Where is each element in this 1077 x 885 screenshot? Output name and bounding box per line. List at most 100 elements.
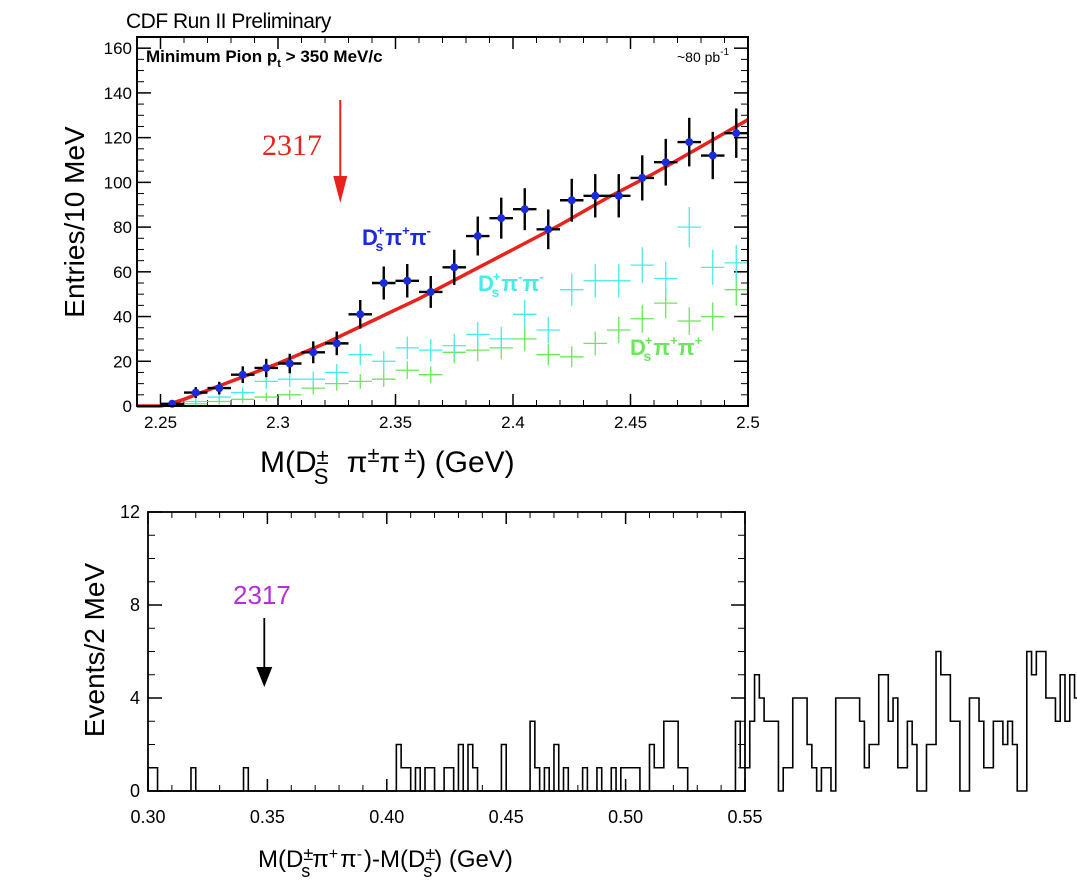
top-y-tick-label: 80 bbox=[113, 218, 132, 237]
cyan-data-point bbox=[630, 247, 654, 283]
data-point bbox=[583, 174, 607, 218]
data-point bbox=[677, 117, 701, 167]
cyan-data-point bbox=[607, 264, 631, 298]
top-y-tick-label: 160 bbox=[104, 39, 132, 58]
data-point bbox=[231, 366, 255, 384]
bottom-x-tick-label: 0.30 bbox=[130, 807, 165, 827]
cyan-data-point bbox=[442, 333, 466, 358]
cyan-data-point bbox=[231, 387, 255, 399]
cyan-data-point bbox=[677, 207, 701, 248]
data-point bbox=[701, 131, 725, 180]
data-point bbox=[489, 197, 513, 239]
top-y-tick-label: 40 bbox=[113, 308, 132, 327]
data-point bbox=[724, 108, 748, 158]
cyan-data-point bbox=[184, 398, 208, 405]
data-point bbox=[348, 299, 372, 329]
cyan-data-point bbox=[419, 338, 443, 362]
bottom-x-axis-label: M(D± sπ+π-)-M(D± s) (GeV) bbox=[258, 844, 513, 881]
green-data-point bbox=[536, 343, 560, 366]
top-x-tick-label: 2.45 bbox=[614, 413, 647, 432]
data-point bbox=[466, 216, 490, 256]
cyan-data-point bbox=[325, 363, 349, 382]
top-chart: CDF Run II Preliminary 2.25 2.3 2.35 2.4 2.4… bbox=[59, 10, 760, 489]
green-data-point bbox=[677, 307, 701, 335]
data-point bbox=[536, 209, 560, 250]
data-point bbox=[184, 387, 208, 399]
green-data-point bbox=[419, 366, 443, 384]
cyan-data-point bbox=[701, 249, 725, 285]
green-data-point bbox=[395, 361, 419, 380]
data-point bbox=[419, 275, 443, 308]
cyan-data-point bbox=[536, 316, 560, 344]
top-arrow-label: 2317 bbox=[262, 129, 322, 162]
bottom-x-tick-label: 0.45 bbox=[489, 807, 524, 827]
data-point bbox=[254, 358, 278, 378]
green-data-point bbox=[630, 304, 654, 333]
bottom-x-tick-label: 0.55 bbox=[727, 807, 762, 827]
bottom-x-tick-label: 0.40 bbox=[369, 807, 404, 827]
top-y-tick-label: 100 bbox=[104, 173, 132, 192]
cyan-data-point bbox=[583, 264, 607, 298]
top-x-axis-label: M(D± S π±π ±) (GeV) bbox=[260, 442, 515, 489]
bottom-axis-ticks: 0.30 0.35 0.40 0.45 0.50 0.55 0 4 8 12 bbox=[120, 502, 763, 827]
cyan-data-point bbox=[724, 244, 748, 281]
bottom-x-tick-label: 0.35 bbox=[250, 807, 285, 827]
bottom-y-axis-label: Events/2 MeV bbox=[79, 563, 110, 738]
green-data-point bbox=[278, 389, 302, 400]
green-data-point bbox=[560, 346, 584, 368]
green-data-point bbox=[607, 316, 631, 344]
cyan-data-point bbox=[489, 326, 513, 352]
bottom-y-tick-label: 12 bbox=[120, 502, 140, 522]
bottom-y-tick-label: 4 bbox=[130, 688, 140, 708]
data-point bbox=[560, 178, 584, 222]
top-y-tick-label: 0 bbox=[123, 397, 132, 416]
green-data-point bbox=[513, 326, 537, 352]
green-data-point bbox=[701, 302, 725, 331]
data-point bbox=[395, 264, 419, 298]
bottom-arrow-label: 2317 bbox=[233, 580, 291, 610]
bottom-plot-frame bbox=[147, 511, 746, 792]
top-chart-title: CDF Run II Preliminary bbox=[126, 10, 332, 33]
cyan-data-point bbox=[301, 371, 325, 387]
legend-ds-pip-pim: D+ sπ+π- bbox=[362, 223, 431, 254]
data-point bbox=[325, 331, 349, 356]
data-point bbox=[301, 341, 325, 364]
top-y-tick-label: 140 bbox=[104, 84, 132, 103]
green-data-point bbox=[348, 373, 372, 389]
cyan-data-point bbox=[372, 351, 396, 372]
data-point bbox=[278, 353, 302, 374]
series-ds-pip-pim bbox=[160, 108, 748, 408]
cyan-data-point bbox=[513, 299, 537, 329]
cyan-data-point bbox=[348, 343, 372, 366]
cyan-data-point bbox=[466, 321, 490, 348]
legend-ds-pip-pip: D+ sπ+π+ bbox=[630, 333, 703, 364]
cyan-data-point bbox=[560, 273, 584, 306]
data-point bbox=[654, 138, 678, 186]
top-y-tick-label: 60 bbox=[113, 263, 132, 282]
green-data-point bbox=[254, 392, 278, 402]
series-ds-pim-pim bbox=[160, 207, 748, 406]
top-plot-frame bbox=[136, 36, 749, 407]
top-arrow-down-icon bbox=[333, 100, 348, 203]
data-point bbox=[442, 249, 466, 285]
cyan-data-point bbox=[278, 371, 302, 387]
top-x-tick-label: 2.5 bbox=[736, 413, 760, 432]
top-x-tick-label: 2.35 bbox=[379, 413, 412, 432]
top-y-tick-label: 120 bbox=[104, 129, 132, 148]
top-x-tick-label: 2.4 bbox=[501, 413, 525, 432]
top-axis-ticks: 2.25 2.3 2.35 2.4 2.45 2.5 0 20 40 60 80 100 120 140 1… bbox=[104, 37, 760, 432]
bottom-x-tick-label: 0.50 bbox=[608, 807, 643, 827]
data-point bbox=[207, 381, 231, 395]
top-x-tick-label: 2.3 bbox=[266, 413, 290, 432]
luminosity-label: ~80 pb-1 bbox=[677, 47, 730, 65]
green-data-point bbox=[372, 371, 396, 387]
bottom-y-tick-label: 0 bbox=[130, 781, 140, 801]
data-point bbox=[513, 188, 537, 231]
top-y-axis-label: Entries/10 MeV bbox=[59, 126, 90, 318]
top-y-tick-label: 20 bbox=[113, 352, 132, 371]
legend-ds-pim-pim: D+ sπ-π- bbox=[478, 269, 544, 300]
cyan-data-point bbox=[654, 261, 678, 296]
minimum-pion-label: Minimum Pion pt > 350 MeV/c bbox=[146, 47, 383, 70]
bottom-chart: 0.30 0.35 0.40 0.45 0.50 0.55 0 4 8 12 2317 Event… bbox=[79, 502, 1077, 881]
